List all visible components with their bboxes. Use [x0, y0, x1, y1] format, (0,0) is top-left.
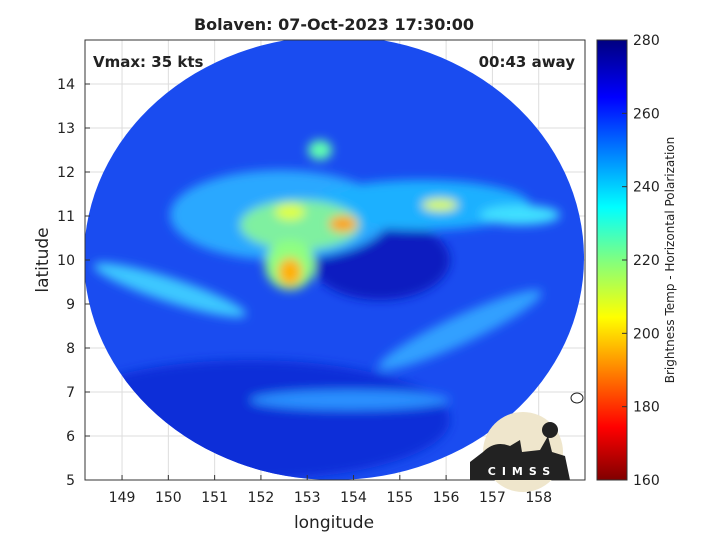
x-tick-label: 151 [201, 490, 228, 506]
y-tick-label: 12 [57, 165, 75, 181]
y-tick-label: 13 [57, 121, 75, 137]
x-tick-label: 158 [525, 490, 552, 506]
y-tick-label: 9 [66, 297, 75, 313]
logo: CIMSS [470, 412, 570, 492]
y-tick-label: 6 [66, 429, 75, 445]
x-tick-label: 155 [386, 490, 413, 506]
colorbar-ticks: 160 180 200 220 240 260 280 [622, 33, 660, 489]
title: Bolaven: 07-Oct-2023 17:30:00 [194, 15, 474, 34]
y-tick-label: 8 [66, 341, 75, 357]
colorbar-tick-label: 260 [633, 106, 660, 122]
x-tick-label: 157 [479, 490, 506, 506]
logo-tower [542, 422, 558, 438]
swath [85, 40, 584, 480]
x-tick-label: 152 [248, 490, 275, 506]
coastline [570, 392, 584, 404]
colorbar-tick-label: 180 [633, 400, 660, 416]
y-tick-label: 5 [66, 473, 75, 489]
x-tick-label: 150 [155, 490, 182, 506]
colorbar-tick-label: 280 [633, 33, 660, 49]
x-axis-label: longitude [294, 513, 374, 533]
y-tick-label: 11 [57, 209, 75, 225]
y-tick-label: 10 [57, 253, 75, 269]
x-tick-label: 149 [109, 490, 136, 506]
y-tick-label: 14 [57, 77, 75, 93]
logo-silhouette [470, 436, 570, 480]
ticks: 149 150 151 152 153 154 155 156 157 158 5 6 7 8 9 10 11 1… [57, 77, 552, 506]
y-tick-label: 7 [66, 385, 75, 401]
colorbar-tick-label: 160 [633, 473, 660, 489]
swath-texture [85, 140, 560, 480]
colorbar-label: Brightness Temp - Horizontal Polarizatio… [663, 137, 677, 384]
x-tick-label: 156 [433, 490, 460, 506]
logo-text: CIMSS [488, 465, 556, 478]
colorbar-tick-label: 220 [633, 253, 660, 269]
colorbar-tick-label: 200 [633, 326, 660, 342]
x-tick-label: 154 [340, 490, 367, 506]
vmax-annotation: Vmax: 35 kts [93, 53, 203, 71]
y-axis-label: latitude [33, 227, 53, 292]
colorbar-tick-label: 240 [633, 180, 660, 196]
x-tick-label: 153 [294, 490, 321, 506]
time-annotation: 00:43 away [479, 53, 576, 71]
